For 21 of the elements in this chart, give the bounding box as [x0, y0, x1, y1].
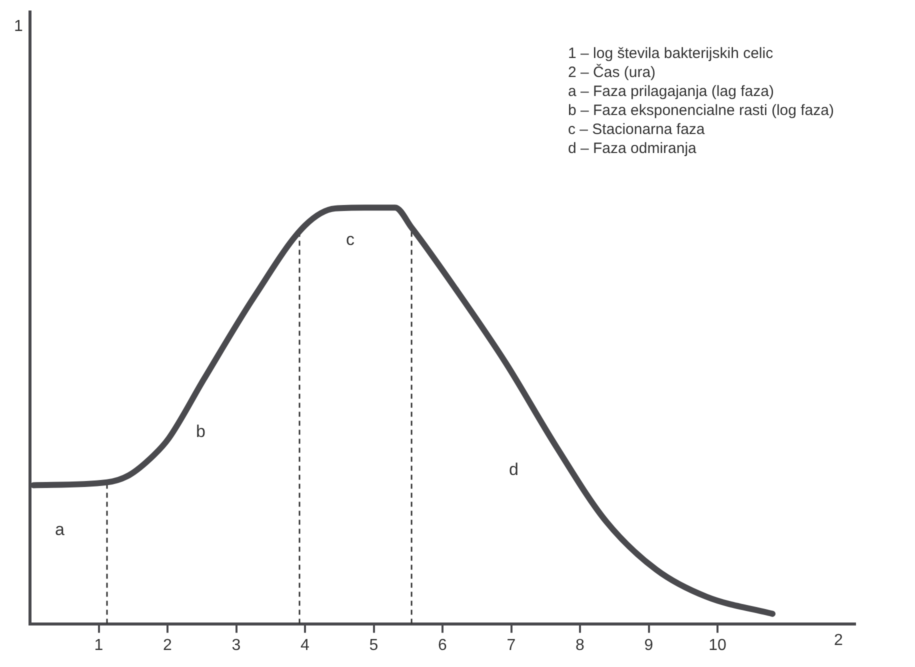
x-tick-label: 5 [369, 636, 378, 654]
text: c – Stacionarna faza [568, 120, 706, 139]
x-tick-label: 8 [576, 636, 585, 654]
x-tick-label: 4 [300, 636, 310, 654]
text: 1 – log števila bakterijskih celic [568, 44, 774, 63]
text: b – Faza eksponencialne rasti (log faza) [568, 101, 834, 120]
text: a – Faza prilagajanja (lag faza) [568, 82, 775, 101]
x-tick-label: 1 [94, 636, 104, 654]
text: 1 [14, 18, 23, 36]
text: d – Faza odmiranja [568, 139, 698, 158]
x-tick-label: 10 [708, 636, 726, 654]
annotation: c [346, 230, 354, 250]
x-tick-label: 3 [232, 636, 241, 654]
text: 2 – Čas (ura) [568, 63, 657, 82]
x-tick-label: 2 [163, 636, 172, 654]
x-tick-label: 9 [644, 636, 654, 654]
x-tick-label: 6 [438, 636, 448, 654]
annotation: d [509, 460, 518, 480]
x-tick-label: 7 [506, 636, 516, 654]
annotation: a [55, 520, 64, 540]
annotation: b [196, 422, 206, 442]
